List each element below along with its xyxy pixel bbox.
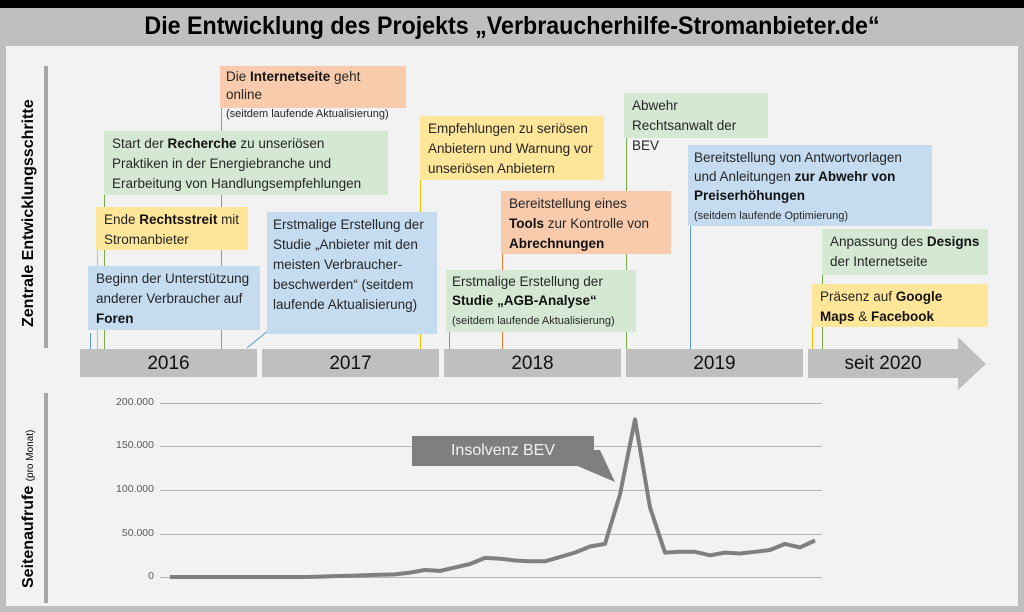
ytick: 0 [148,570,154,582]
year-2020-label: seit 2020 [844,353,922,374]
event-empfehlungen: Empfehlungen zu seriösen Anbietern und W… [420,116,604,180]
gridline [160,577,822,578]
ytick: 150.000 [116,439,154,451]
connector-line [90,333,91,350]
page-title: Die Entwicklung des Projekts „Verbrauche… [144,12,880,40]
connector-line [449,330,450,350]
event-internetseite-online: Die Internetseite geht online (seitdem l… [220,66,406,120]
year-2018: 2018 [444,349,621,377]
event-ende-rechtsstreit: Ende Rechtsstreit mit Stromanbieter [96,207,248,250]
pageviews-line [170,417,816,579]
year-arrow-2020 [808,337,986,390]
year-2016: 2016 [80,349,257,377]
timeline-axis-bar [44,66,48,348]
event-google-maps-facebook: Präsenz auf Google Maps & Facebook [812,284,988,327]
ytick: 200.000 [116,396,154,408]
gridline [160,403,822,404]
event-design-anpassung: Anpassung des Designs der Internetseite [822,229,988,275]
chart-axis-bar [44,393,48,603]
event-abwehr-rechtsanwalt: Abwehr Rechtsanwalt der BEV [624,93,768,153]
event-tool-abrechnungen: Bereitstellung eines Tools zur Kontrolle… [501,191,671,254]
callout-insolvenz-bev: Insolvenz BEV [412,436,594,466]
event-recherche-start: Start der Recherche zu unseriösen Prakti… [104,131,388,195]
ytick: 50.000 [121,527,154,539]
event-antwortvorlagen: Bereitstellung von Antwortvorlagen und A… [688,145,932,226]
gridline [160,490,822,491]
gridline [160,534,822,535]
connector-line-diagonal [246,329,270,349]
year-2019: 2019 [626,349,803,377]
event-studie-beschwerden: Erstmalige Erstellung der Studie „Anbiet… [267,212,437,334]
year-2017: 2017 [262,349,439,377]
event-studie-agb: Erstmalige Erstellung der Studie „AGB-An… [446,270,636,332]
event-unterstuetzung-foren: Beginn der Unterstützung anderer Verbrau… [88,266,260,330]
ytick: 100.000 [116,483,154,495]
connector-line [690,226,691,350]
connector-line [812,327,813,350]
